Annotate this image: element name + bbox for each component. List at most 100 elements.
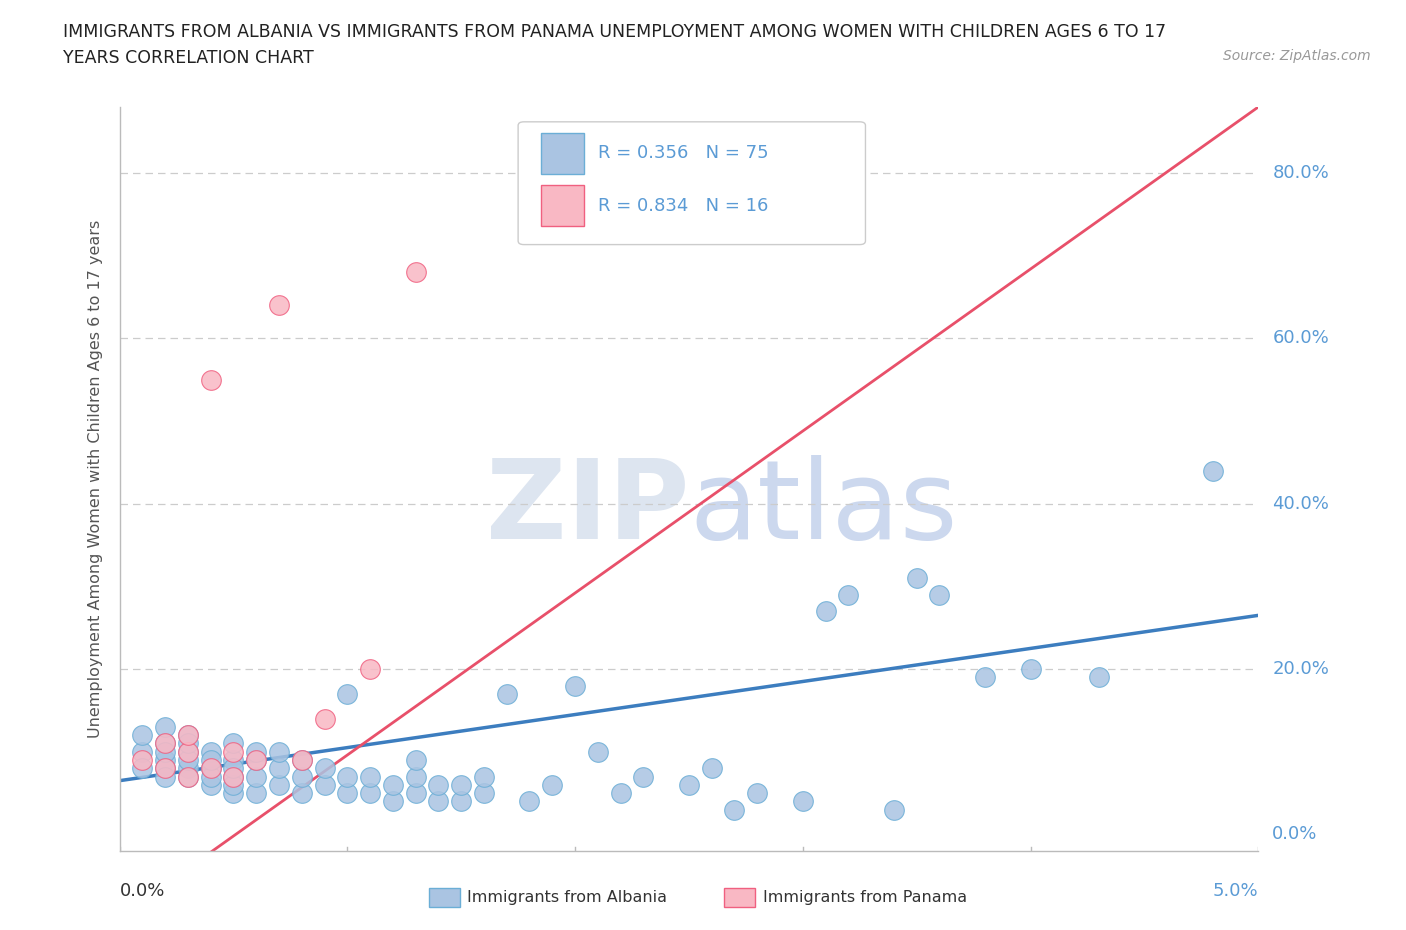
Text: Source: ZipAtlas.com: Source: ZipAtlas.com bbox=[1223, 49, 1371, 63]
Point bbox=[177, 728, 200, 743]
Point bbox=[928, 587, 950, 602]
Point bbox=[541, 777, 564, 792]
Point bbox=[177, 744, 200, 759]
Point bbox=[177, 761, 200, 776]
Point bbox=[291, 786, 314, 801]
Point bbox=[222, 736, 245, 751]
Text: 0.0%: 0.0% bbox=[120, 882, 165, 899]
Point bbox=[336, 686, 359, 701]
Text: atlas: atlas bbox=[689, 455, 957, 563]
Point bbox=[314, 777, 336, 792]
Point bbox=[153, 744, 176, 759]
Point bbox=[336, 769, 359, 784]
Point bbox=[131, 728, 153, 743]
Point bbox=[245, 752, 267, 767]
Text: 0.0%: 0.0% bbox=[1272, 826, 1317, 844]
FancyBboxPatch shape bbox=[541, 133, 583, 174]
Point bbox=[837, 587, 859, 602]
Point bbox=[245, 786, 267, 801]
Point bbox=[267, 298, 290, 312]
Point bbox=[427, 794, 450, 809]
Point bbox=[381, 777, 404, 792]
Point bbox=[495, 686, 517, 701]
Point bbox=[1202, 463, 1225, 478]
FancyBboxPatch shape bbox=[541, 185, 583, 226]
Point bbox=[222, 752, 245, 767]
Point bbox=[314, 761, 336, 776]
Text: Immigrants from Albania: Immigrants from Albania bbox=[467, 890, 666, 905]
Point bbox=[405, 265, 427, 280]
Point bbox=[153, 769, 176, 784]
Text: 60.0%: 60.0% bbox=[1272, 329, 1329, 348]
Point bbox=[200, 777, 222, 792]
Point bbox=[267, 777, 290, 792]
FancyBboxPatch shape bbox=[517, 122, 866, 245]
Point bbox=[267, 744, 290, 759]
Text: Immigrants from Panama: Immigrants from Panama bbox=[763, 890, 967, 905]
Point bbox=[131, 752, 153, 767]
Point bbox=[564, 678, 586, 693]
Point bbox=[153, 720, 176, 735]
Y-axis label: Unemployment Among Women with Children Ages 6 to 17 years: Unemployment Among Women with Children A… bbox=[87, 219, 103, 738]
Point bbox=[814, 604, 837, 618]
Point bbox=[314, 711, 336, 726]
Point bbox=[245, 752, 267, 767]
Point bbox=[200, 744, 222, 759]
Point bbox=[267, 761, 290, 776]
Text: 40.0%: 40.0% bbox=[1272, 495, 1329, 512]
Point bbox=[222, 777, 245, 792]
Point bbox=[153, 736, 176, 751]
Point bbox=[609, 786, 631, 801]
Point bbox=[381, 794, 404, 809]
Point bbox=[723, 803, 745, 817]
Point bbox=[222, 744, 245, 759]
Text: IMMIGRANTS FROM ALBANIA VS IMMIGRANTS FROM PANAMA UNEMPLOYMENT AMONG WOMEN WITH : IMMIGRANTS FROM ALBANIA VS IMMIGRANTS FR… bbox=[63, 23, 1167, 41]
Point bbox=[472, 769, 495, 784]
Point bbox=[905, 571, 928, 586]
Point bbox=[222, 786, 245, 801]
Point bbox=[131, 761, 153, 776]
Point bbox=[883, 803, 905, 817]
Point bbox=[586, 744, 609, 759]
Point bbox=[359, 769, 381, 784]
Point bbox=[1019, 661, 1042, 676]
Point bbox=[153, 761, 176, 776]
Point bbox=[450, 777, 472, 792]
Point bbox=[974, 670, 997, 684]
Point bbox=[359, 661, 381, 676]
Point bbox=[222, 769, 245, 784]
Point bbox=[222, 769, 245, 784]
Point bbox=[1088, 670, 1111, 684]
Point bbox=[405, 786, 427, 801]
Point bbox=[291, 769, 314, 784]
Point bbox=[245, 769, 267, 784]
Point bbox=[200, 761, 222, 776]
Point bbox=[291, 752, 314, 767]
Point bbox=[450, 794, 472, 809]
Point bbox=[177, 769, 200, 784]
Point bbox=[200, 372, 222, 387]
Point bbox=[472, 786, 495, 801]
Point bbox=[177, 736, 200, 751]
Text: 5.0%: 5.0% bbox=[1213, 882, 1258, 899]
Point bbox=[153, 761, 176, 776]
Point bbox=[177, 769, 200, 784]
Point bbox=[153, 736, 176, 751]
Point bbox=[177, 728, 200, 743]
Point bbox=[700, 761, 723, 776]
Point bbox=[678, 777, 700, 792]
Text: 20.0%: 20.0% bbox=[1272, 660, 1329, 678]
Point bbox=[245, 744, 267, 759]
Point bbox=[222, 761, 245, 776]
Point bbox=[291, 752, 314, 767]
Point bbox=[177, 744, 200, 759]
Point bbox=[200, 761, 222, 776]
Point bbox=[359, 786, 381, 801]
Point bbox=[200, 752, 222, 767]
Point bbox=[336, 786, 359, 801]
Point bbox=[633, 769, 655, 784]
Text: R = 0.356   N = 75: R = 0.356 N = 75 bbox=[598, 144, 769, 162]
Text: YEARS CORRELATION CHART: YEARS CORRELATION CHART bbox=[63, 49, 314, 67]
Point bbox=[405, 752, 427, 767]
Point bbox=[427, 777, 450, 792]
